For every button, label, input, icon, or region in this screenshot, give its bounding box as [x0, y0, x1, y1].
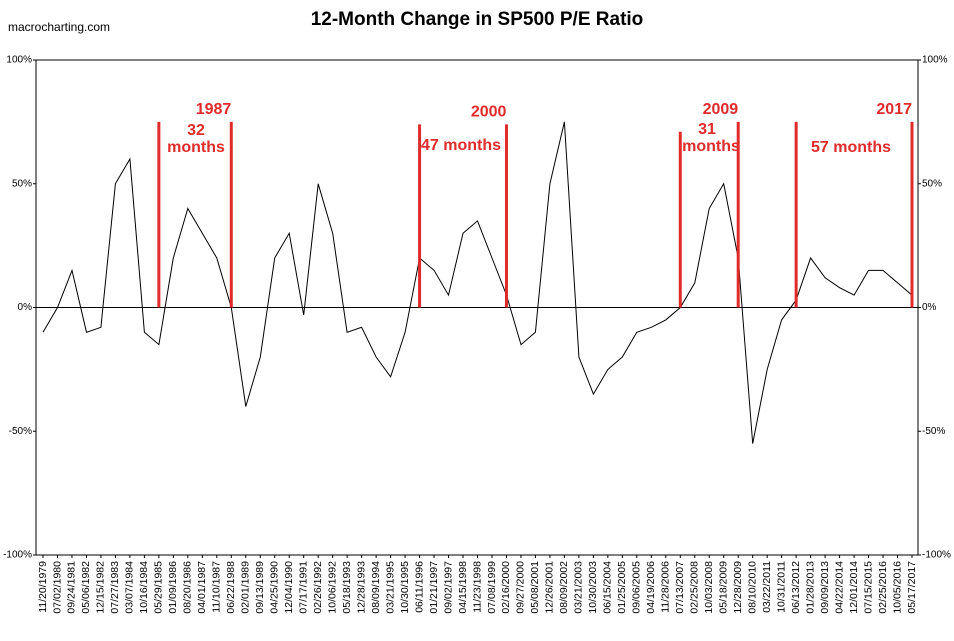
x-tick-label: 05/06/1982 [80, 561, 92, 614]
x-tick-label: 03/22/2011 [761, 561, 773, 613]
x-tick-label: 08/10/2010 [746, 561, 758, 614]
span-label: months [682, 138, 740, 155]
x-tick-label: 02/26/1992 [312, 561, 324, 614]
x-tick-label: 04/15/1998 [457, 561, 469, 614]
x-tick-label: 12/28/1993 [355, 561, 367, 614]
series-line [42, 121, 913, 444]
x-tick-label: 12/04/1990 [283, 561, 295, 614]
x-tick-label: 12/26/2001 [544, 561, 556, 614]
y-tick-label: -50% [9, 426, 32, 437]
x-tick-label: 10/05/2016 [891, 561, 903, 614]
x-tick-label: 05/08/2001 [529, 561, 541, 614]
marker-label: 2000 [471, 104, 507, 121]
x-tick-label: 03/21/2003 [573, 561, 585, 614]
x-tick-label: 02/01/1989 [240, 561, 252, 614]
chart-title: 12-Month Change in SP500 P/E Ratio [311, 9, 644, 30]
x-tick-label: 09/09/2013 [819, 561, 831, 614]
x-tick-label: 09/27/2000 [515, 561, 527, 614]
x-tick-label: 11/28/2006 [660, 561, 672, 613]
x-tick-label: 08/20/1986 [182, 561, 194, 614]
x-tick-label: 08/09/2002 [558, 561, 570, 614]
x-tick-label: 09/06/2005 [631, 561, 643, 614]
x-tick-label: 09/13/1989 [254, 561, 266, 614]
x-tick-label: 06/11/1996 [413, 561, 425, 613]
x-tick-label: 01/28/2013 [804, 561, 816, 614]
x-tick-label: 05/18/2009 [717, 561, 729, 614]
x-tick-label: 11/20/1979 [37, 561, 49, 613]
x-tick-label: 10/03/2008 [703, 561, 715, 614]
x-tick-label: 12/15/1982 [95, 561, 107, 614]
x-tick-label: 12/01/2014 [848, 561, 860, 614]
span-label: 47 months [421, 137, 501, 154]
marker-label: 2009 [703, 101, 739, 118]
x-tick-label: 04/25/1990 [269, 561, 281, 614]
x-tick-label: 07/27/1983 [109, 561, 121, 614]
x-tick-label: 01/25/2005 [616, 561, 628, 614]
x-tick-label: 09/02/1997 [442, 561, 454, 614]
x-tick-label: 07/17/1991 [297, 561, 309, 614]
x-tick-label: 10/30/2003 [587, 561, 599, 614]
x-tick-label: 06/13/2012 [790, 561, 802, 614]
x-tick-label: 03/07/1984 [124, 561, 136, 614]
y2-tick-label: 0% [922, 302, 937, 313]
x-tick-label: 03/21/1995 [384, 561, 396, 614]
x-tick-label: 01/21/1997 [428, 561, 440, 614]
marker-label: 1987 [196, 101, 232, 118]
x-tick-label: 05/18/1993 [341, 561, 353, 614]
x-tick-label: 10/31/2011 [775, 561, 787, 613]
x-tick-label: 07/08/1999 [486, 561, 498, 614]
x-tick-label: 10/30/1995 [399, 561, 411, 614]
span-label: months [167, 139, 225, 156]
y2-tick-label: 100% [922, 55, 948, 66]
x-tick-label: 07/13/2007 [674, 561, 686, 614]
x-tick-label: 04/22/2014 [833, 561, 845, 614]
x-tick-label: 11/10/1987 [211, 561, 223, 613]
y2-tick-label: 50% [922, 178, 942, 189]
x-tick-label: 10/06/1992 [326, 561, 338, 614]
x-tick-label: 01/09/1986 [167, 561, 179, 614]
y-tick-label: -100% [3, 550, 32, 561]
y2-tick-label: -50% [922, 426, 945, 437]
x-tick-label: 05/29/1985 [153, 561, 165, 614]
x-tick-label: 04/19/2006 [645, 561, 657, 614]
y-tick-label: 0% [18, 302, 33, 313]
y-tick-label: 100% [6, 55, 32, 66]
marker-label: 2017 [876, 101, 912, 118]
y-tick-label: 50% [12, 178, 32, 189]
x-tick-label: 04/01/1987 [196, 561, 208, 614]
x-tick-label: 02/16/2000 [500, 561, 512, 614]
x-tick-label: 10/16/1984 [138, 561, 150, 614]
x-tick-label: 02/25/2008 [689, 561, 701, 614]
span-label: 57 months [811, 139, 891, 156]
span-label: 31 [698, 121, 716, 138]
span-label: 32 [187, 122, 205, 139]
source: macrocharting.com [8, 20, 110, 34]
x-tick-label: 07/02/1980 [51, 561, 63, 614]
x-tick-label: 08/09/1994 [370, 561, 382, 614]
x-tick-label: 11/23/1998 [471, 561, 483, 613]
x-tick-label: 12/28/2009 [732, 561, 744, 614]
y2-tick-label: -100% [922, 550, 951, 561]
x-tick-label: 06/15/2004 [602, 561, 614, 614]
x-tick-label: 02/25/2016 [877, 561, 889, 614]
x-tick-label: 07/15/2015 [862, 561, 874, 614]
x-tick-label: 06/22/1988 [225, 561, 237, 614]
x-tick-label: 05/17/2017 [906, 561, 918, 614]
x-tick-label: 09/24/1981 [66, 561, 78, 614]
